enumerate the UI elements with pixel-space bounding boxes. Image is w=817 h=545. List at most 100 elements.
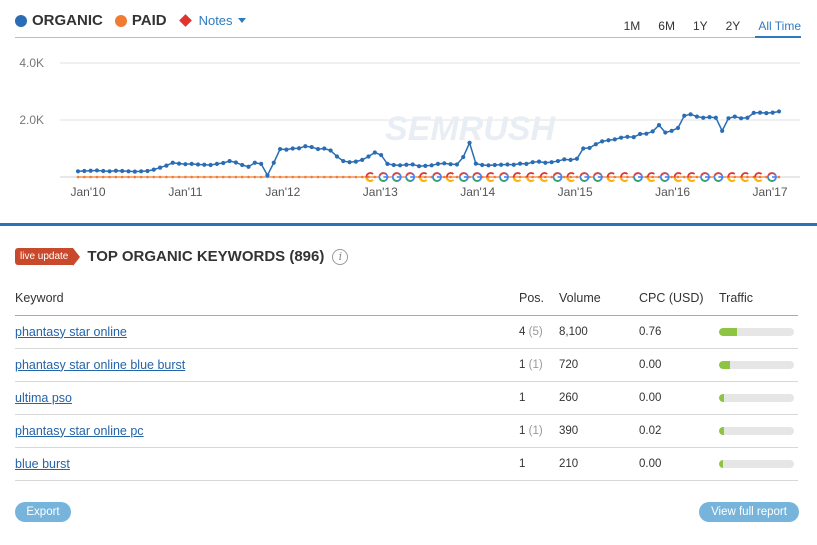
data-point-organic[interactable] bbox=[183, 162, 188, 167]
data-point-organic[interactable] bbox=[770, 110, 775, 115]
data-point-organic[interactable] bbox=[631, 135, 636, 140]
data-point-organic[interactable] bbox=[240, 162, 245, 168]
range-1m[interactable]: 1M bbox=[623, 19, 641, 33]
google-update-icon[interactable] bbox=[659, 172, 670, 182]
data-point-organic[interactable] bbox=[757, 110, 763, 115]
data-point-organic[interactable] bbox=[322, 146, 327, 151]
data-point-organic[interactable] bbox=[397, 163, 403, 168]
data-point-organic[interactable] bbox=[707, 115, 712, 120]
data-point-organic[interactable] bbox=[524, 161, 529, 166]
change-note-icon[interactable] bbox=[686, 172, 696, 183]
column-pos[interactable]: Pos. bbox=[519, 282, 559, 316]
change-note-icon[interactable] bbox=[526, 172, 535, 183]
data-point-organic[interactable] bbox=[682, 113, 687, 118]
change-note-icon[interactable] bbox=[646, 172, 656, 183]
data-point-organic[interactable] bbox=[726, 116, 731, 121]
data-point-organic[interactable] bbox=[517, 161, 523, 166]
data-point-organic[interactable] bbox=[543, 160, 548, 165]
change-note-icon[interactable] bbox=[673, 172, 682, 183]
google-update-icon[interactable] bbox=[633, 172, 643, 182]
data-point-organic[interactable] bbox=[94, 168, 100, 173]
change-note-icon[interactable] bbox=[365, 172, 374, 183]
data-point-organic[interactable] bbox=[461, 154, 466, 160]
data-point-organic[interactable] bbox=[650, 129, 655, 134]
data-point-organic[interactable] bbox=[290, 146, 295, 151]
data-point-organic[interactable] bbox=[271, 160, 276, 165]
data-point-organic[interactable] bbox=[221, 160, 226, 166]
column-volume[interactable]: Volume bbox=[559, 282, 639, 316]
data-point-organic[interactable] bbox=[259, 161, 264, 166]
data-point-organic[interactable] bbox=[176, 161, 182, 166]
data-point-organic[interactable] bbox=[486, 163, 491, 168]
data-point-organic[interactable] bbox=[284, 147, 289, 152]
range-1y[interactable]: 1Y bbox=[692, 19, 708, 33]
data-point-organic[interactable] bbox=[120, 168, 125, 174]
data-point-organic[interactable] bbox=[328, 148, 333, 153]
google-update-icon[interactable] bbox=[432, 172, 442, 182]
data-point-organic[interactable] bbox=[688, 112, 693, 117]
data-point-organic[interactable] bbox=[694, 114, 700, 119]
data-point-organic[interactable] bbox=[385, 161, 390, 166]
data-point-organic[interactable] bbox=[776, 109, 782, 114]
data-point-organic[interactable] bbox=[233, 160, 238, 165]
change-note-icon[interactable] bbox=[727, 172, 736, 183]
data-point-organic[interactable] bbox=[606, 138, 611, 143]
data-point-organic[interactable] bbox=[600, 139, 605, 144]
data-point-organic[interactable] bbox=[132, 169, 137, 174]
column-keyword[interactable]: Keyword bbox=[15, 282, 519, 316]
data-point-organic[interactable] bbox=[732, 114, 737, 119]
keyword-link[interactable]: blue burst bbox=[15, 456, 70, 471]
data-point-organic[interactable] bbox=[764, 111, 769, 116]
data-point-organic[interactable] bbox=[505, 162, 510, 167]
data-point-organic[interactable] bbox=[391, 162, 396, 168]
data-point-organic[interactable] bbox=[669, 128, 674, 133]
data-point-organic[interactable] bbox=[126, 169, 131, 174]
data-point-organic[interactable] bbox=[739, 116, 744, 121]
data-point-organic[interactable] bbox=[75, 169, 81, 174]
data-point-organic[interactable] bbox=[536, 159, 542, 164]
data-point-organic[interactable] bbox=[170, 160, 175, 165]
change-note-icon[interactable] bbox=[512, 172, 522, 183]
data-point-organic[interactable] bbox=[423, 163, 428, 168]
notes-dropdown[interactable]: Notes bbox=[178, 13, 246, 28]
legend-paid[interactable]: PAID bbox=[114, 12, 167, 29]
data-point-organic[interactable] bbox=[214, 161, 220, 166]
change-note-icon[interactable] bbox=[619, 172, 629, 183]
data-point-organic[interactable] bbox=[562, 157, 567, 162]
google-update-icon[interactable] bbox=[552, 172, 563, 182]
data-point-organic[interactable] bbox=[625, 134, 630, 139]
view-full-report-button[interactable]: View full report bbox=[699, 502, 799, 522]
data-point-organic[interactable] bbox=[277, 146, 283, 152]
data-point-organic[interactable] bbox=[574, 156, 580, 161]
data-point-organic[interactable] bbox=[751, 110, 756, 115]
data-point-organic[interactable] bbox=[435, 161, 441, 166]
google-update-icon[interactable] bbox=[499, 172, 509, 182]
data-point-organic[interactable] bbox=[379, 152, 384, 158]
data-point-organic[interactable] bbox=[612, 137, 617, 142]
change-note-icon[interactable] bbox=[418, 172, 428, 183]
data-point-organic[interactable] bbox=[101, 168, 106, 174]
data-point-organic[interactable] bbox=[644, 131, 649, 136]
data-point-organic[interactable] bbox=[416, 164, 422, 169]
change-note-icon[interactable] bbox=[485, 172, 495, 183]
data-point-organic[interactable] bbox=[252, 160, 257, 165]
data-point-organic[interactable] bbox=[139, 169, 144, 174]
data-point-organic[interactable] bbox=[360, 157, 365, 162]
data-point-organic[interactable] bbox=[675, 125, 681, 131]
data-point-organic[interactable] bbox=[701, 115, 706, 120]
data-point-organic[interactable] bbox=[202, 162, 207, 167]
data-point-organic[interactable] bbox=[107, 169, 112, 174]
data-point-organic[interactable] bbox=[151, 167, 156, 172]
data-point-organic[interactable] bbox=[296, 146, 302, 151]
data-point-organic[interactable] bbox=[555, 158, 561, 164]
data-point-organic[interactable] bbox=[347, 160, 352, 165]
change-note-icon[interactable] bbox=[566, 172, 575, 183]
data-point-organic[interactable] bbox=[581, 146, 586, 151]
data-point-organic[interactable] bbox=[157, 165, 163, 170]
google-update-icon[interactable] bbox=[378, 172, 389, 182]
data-point-organic[interactable] bbox=[720, 128, 725, 133]
change-note-icon[interactable] bbox=[445, 172, 455, 183]
data-point-organic[interactable] bbox=[315, 146, 321, 152]
data-point-organic[interactable] bbox=[82, 168, 87, 174]
change-note-icon[interactable] bbox=[539, 172, 548, 183]
